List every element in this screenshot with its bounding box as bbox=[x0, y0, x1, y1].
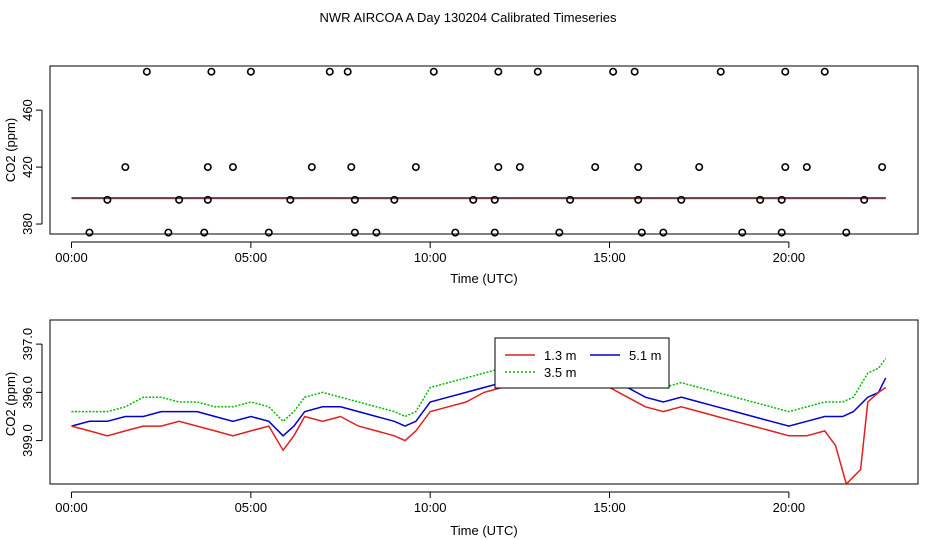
top-calibration-point bbox=[325, 67, 334, 76]
top-calibration-point bbox=[515, 163, 524, 172]
top-calibration-point bbox=[494, 67, 503, 76]
top-calibration-point bbox=[490, 228, 499, 237]
bottom-x-tick-label: 05:00 bbox=[235, 500, 268, 515]
bottom-x-tick-label: 10:00 bbox=[414, 500, 447, 515]
top-x-axis-label: Time (UTC) bbox=[450, 271, 517, 286]
top-calibration-point bbox=[637, 228, 646, 237]
top-calibration-point bbox=[350, 228, 359, 237]
top-calibration-point bbox=[390, 195, 399, 204]
top-calibration-point bbox=[372, 228, 381, 237]
bottom-y-tick-label: 397.0 bbox=[20, 328, 35, 361]
top-x-tick-label: 00:00 bbox=[55, 250, 88, 265]
top-x-tick-label: 20:00 bbox=[773, 250, 806, 265]
top-calibration-point bbox=[630, 67, 639, 76]
top-calibration-point bbox=[469, 195, 478, 204]
top-calibration-point bbox=[175, 195, 184, 204]
top-calibration-point bbox=[777, 228, 786, 237]
top-plot-frame bbox=[49, 65, 919, 235]
top-calibration-point bbox=[246, 67, 255, 76]
legend: 1.3 m 5.1 m 3.5 m bbox=[494, 337, 670, 389]
top-calibration-point bbox=[200, 228, 209, 237]
bottom-y-tick-label: 399.0 bbox=[20, 424, 35, 457]
top-calibration-point bbox=[103, 195, 112, 204]
top-calibration-point bbox=[164, 228, 173, 237]
top-calibration-point bbox=[228, 163, 237, 172]
top-y-tick-label: 460 bbox=[20, 99, 35, 121]
top-calibration-point bbox=[756, 195, 765, 204]
top-calibration-point bbox=[451, 228, 460, 237]
top-calibration-point bbox=[264, 228, 273, 237]
top-calibration-point bbox=[716, 67, 725, 76]
bottom-y-tick-label: 396.0 bbox=[20, 376, 35, 409]
top-calibration-point bbox=[591, 163, 600, 172]
top-calibration-point bbox=[85, 228, 94, 237]
bottom-x-tick-label: 00:00 bbox=[55, 500, 88, 515]
top-calibration-point bbox=[878, 163, 887, 172]
legend-label-3-5m: 3.5 m bbox=[544, 365, 577, 380]
top-x-tick-label: 10:00 bbox=[414, 250, 447, 265]
top-calibration-point bbox=[695, 163, 704, 172]
top-calibration-point bbox=[203, 163, 212, 172]
bottom-series-5-1-mline bbox=[71, 367, 887, 437]
top-calibration-point bbox=[142, 67, 151, 76]
bottom-series-1-3-mline bbox=[71, 372, 887, 486]
top-calibration-point bbox=[350, 195, 359, 204]
top-calibration-point bbox=[634, 195, 643, 204]
top-calibration-point bbox=[566, 195, 575, 204]
bottom-y-axis-label: CO2 (ppm) bbox=[3, 372, 18, 436]
top-calibration-point bbox=[347, 163, 356, 172]
bottom-x-axis-label: Time (UTC) bbox=[450, 523, 517, 538]
bottom-x-tick-label: 20:00 bbox=[773, 500, 806, 515]
legend-box bbox=[494, 337, 670, 389]
top-calibration-point bbox=[490, 195, 499, 204]
top-calibration-point bbox=[634, 163, 643, 172]
top-calibration-point bbox=[860, 195, 869, 204]
top-calibration-point bbox=[203, 195, 212, 204]
top-calibration-point bbox=[494, 163, 503, 172]
top-calibration-point bbox=[533, 67, 542, 76]
top-calibration-point bbox=[842, 228, 851, 237]
top-calibration-point bbox=[343, 67, 352, 76]
top-calibration-point bbox=[286, 195, 295, 204]
top-x-tick-label: 05:00 bbox=[235, 250, 268, 265]
top-calibration-point bbox=[738, 228, 747, 237]
top-calibration-point bbox=[121, 163, 130, 172]
top-calibration-point bbox=[207, 67, 216, 76]
bottom-series-3-5-mline bbox=[71, 348, 887, 423]
top-calibration-point bbox=[659, 228, 668, 237]
top-y-tick-label: 380 bbox=[20, 213, 35, 235]
top-calibration-point bbox=[429, 67, 438, 76]
legend-label-5-1m: 5.1 m bbox=[629, 348, 662, 363]
top-calibration-point bbox=[609, 67, 618, 76]
top-x-tick-label: 15:00 bbox=[593, 250, 626, 265]
top-panel: 00:00 05:00 10:00 15:00 20:00 380 420 460 Time … bbox=[3, 65, 919, 286]
top-calibration-point bbox=[555, 228, 564, 237]
bottom-x-tick-label: 15:00 bbox=[593, 500, 626, 515]
bottom-panel: 00:00 05:00 10:00 15:00 20:00 397.0 396.0 399.0… bbox=[3, 319, 919, 538]
top-y-axis-label: CO2 (ppm) bbox=[3, 118, 18, 182]
legend-label-1-3m: 1.3 m bbox=[544, 348, 577, 363]
top-calibration-point bbox=[677, 195, 686, 204]
top-calibration-point bbox=[802, 163, 811, 172]
top-calibration-point bbox=[781, 163, 790, 172]
top-y-tick-label: 420 bbox=[20, 156, 35, 178]
top-calibration-point bbox=[777, 195, 786, 204]
top-calibration-point bbox=[411, 163, 420, 172]
page-title: NWR AIRCOA A Day 130204 Calibrated Times… bbox=[320, 10, 617, 25]
top-calibration-point bbox=[307, 163, 316, 172]
top-calibration-point bbox=[820, 67, 829, 76]
top-calibration-point bbox=[781, 67, 790, 76]
bottom-plot-frame bbox=[49, 319, 919, 485]
